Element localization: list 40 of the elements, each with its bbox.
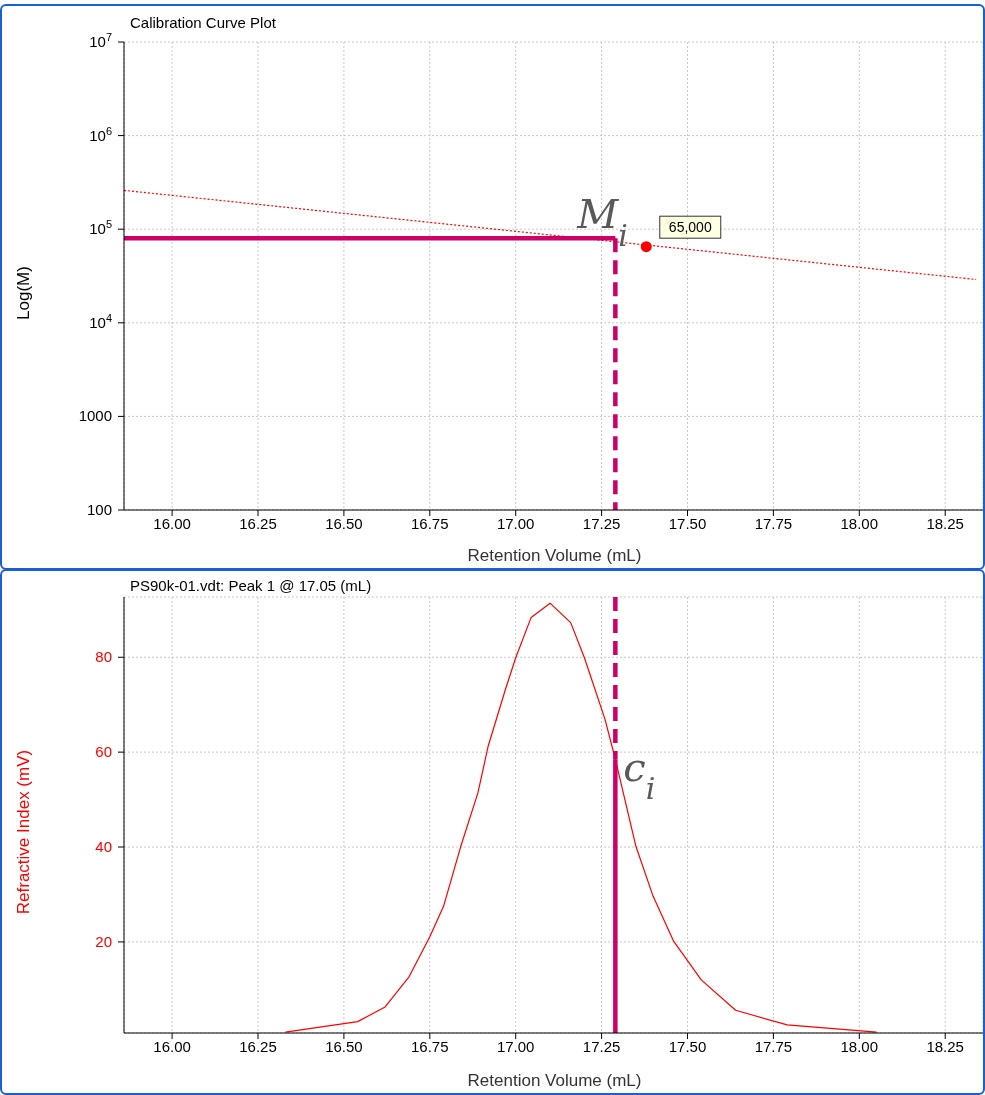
line-series [284, 602, 878, 1033]
x-tick-label: 17.75 [754, 1037, 793, 1055]
y-axis-title: Log(M) [14, 266, 34, 320]
x-tick-label: 17.25 [582, 514, 621, 532]
chart-title: Calibration Curve Plot [130, 14, 276, 31]
x-tick-label: 17.75 [754, 514, 793, 532]
x-tick-label: 17.25 [582, 1037, 621, 1055]
y-tick-label: 10$^{6}$ [89, 124, 112, 144]
y-tick-label: 40 [95, 838, 112, 856]
x-tick-label: 17.50 [668, 1037, 707, 1055]
y-tick-label: 10$^{5}$ [89, 218, 112, 238]
y-tick-label: 20 [95, 932, 112, 950]
x-tick-label: 17.00 [496, 1037, 535, 1055]
x-tick-label: 16.50 [325, 514, 363, 532]
x-tick-label: 16.50 [325, 1037, 363, 1055]
x-tick-label: 18.00 [840, 514, 879, 532]
x-tick-label: 18.00 [840, 1037, 879, 1055]
y-tick-label: 80 [95, 648, 112, 666]
x-tick-label: 16.25 [239, 514, 277, 532]
y-axis-title: Refractive Index (mV) [14, 749, 34, 915]
x-axis-title: Retention Volume (mL) [466, 546, 643, 566]
x-tick-label: 16.25 [239, 1037, 277, 1055]
x-tick-label: 18.25 [926, 1037, 964, 1055]
annotation: c$_{i}$ [623, 744, 656, 806]
chart-title: PS90k-01.vdt: Peak 1 @ 17.05 (mL) [130, 577, 372, 594]
y-tick-label: 100 [86, 501, 112, 518]
x-tick-label: 16.00 [153, 1037, 191, 1055]
y-tick-label: 10$^{7}$ [89, 31, 112, 50]
x-tick-label: 17.50 [668, 514, 707, 532]
y-tick-label: 10$^{4}$ [89, 311, 112, 331]
annotation: M$_{i}$ [576, 191, 628, 253]
y-tick-label: 60 [95, 743, 112, 761]
data-label: 65,000 [668, 219, 712, 236]
x-tick-label: 17.00 [496, 514, 535, 532]
x-tick-label: 18.25 [926, 514, 964, 532]
x-tick-label: 16.75 [411, 1037, 449, 1055]
x-tick-label: 16.00 [153, 514, 191, 532]
x-tick-label: 16.75 [411, 514, 449, 532]
x-axis-title: Retention Volume (mL) [466, 1071, 643, 1091]
y-tick-label: 1000 [78, 407, 112, 425]
